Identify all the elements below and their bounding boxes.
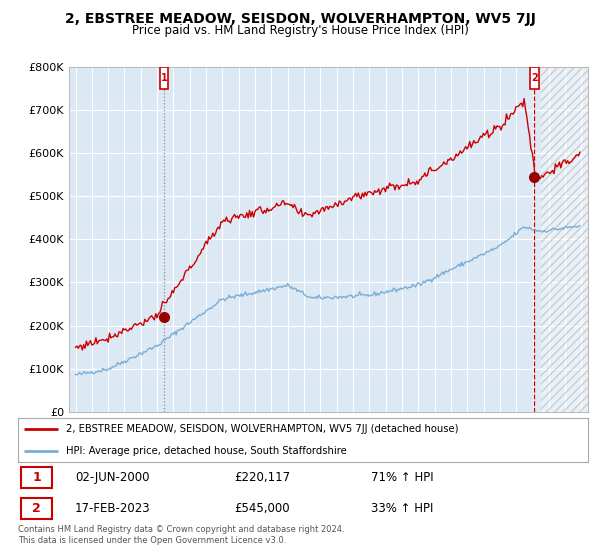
Text: 2: 2	[531, 73, 538, 83]
Text: 17-FEB-2023: 17-FEB-2023	[75, 502, 151, 515]
Text: Contains HM Land Registry data © Crown copyright and database right 2024.
This d: Contains HM Land Registry data © Crown c…	[18, 525, 344, 545]
Text: 1: 1	[32, 471, 41, 484]
Text: 33% ↑ HPI: 33% ↑ HPI	[371, 502, 434, 515]
FancyBboxPatch shape	[21, 468, 52, 488]
Text: Price paid vs. HM Land Registry's House Price Index (HPI): Price paid vs. HM Land Registry's House …	[131, 24, 469, 36]
Text: HPI: Average price, detached house, South Staffordshire: HPI: Average price, detached house, Sout…	[67, 446, 347, 456]
FancyBboxPatch shape	[21, 498, 52, 519]
Text: 71% ↑ HPI: 71% ↑ HPI	[371, 471, 434, 484]
FancyBboxPatch shape	[530, 67, 539, 88]
Text: 02-JUN-2000: 02-JUN-2000	[75, 471, 149, 484]
Text: £545,000: £545,000	[235, 502, 290, 515]
Text: 2, EBSTREE MEADOW, SEISDON, WOLVERHAMPTON, WV5 7JJ: 2, EBSTREE MEADOW, SEISDON, WOLVERHAMPTO…	[65, 12, 535, 26]
Text: £220,117: £220,117	[235, 471, 291, 484]
Text: 1: 1	[161, 73, 167, 83]
FancyBboxPatch shape	[160, 67, 168, 88]
Text: 2, EBSTREE MEADOW, SEISDON, WOLVERHAMPTON, WV5 7JJ (detached house): 2, EBSTREE MEADOW, SEISDON, WOLVERHAMPTO…	[67, 424, 459, 434]
Text: 2: 2	[32, 502, 41, 515]
Bar	[541, 67, 588, 412]
Bar	[541, 67, 588, 412]
